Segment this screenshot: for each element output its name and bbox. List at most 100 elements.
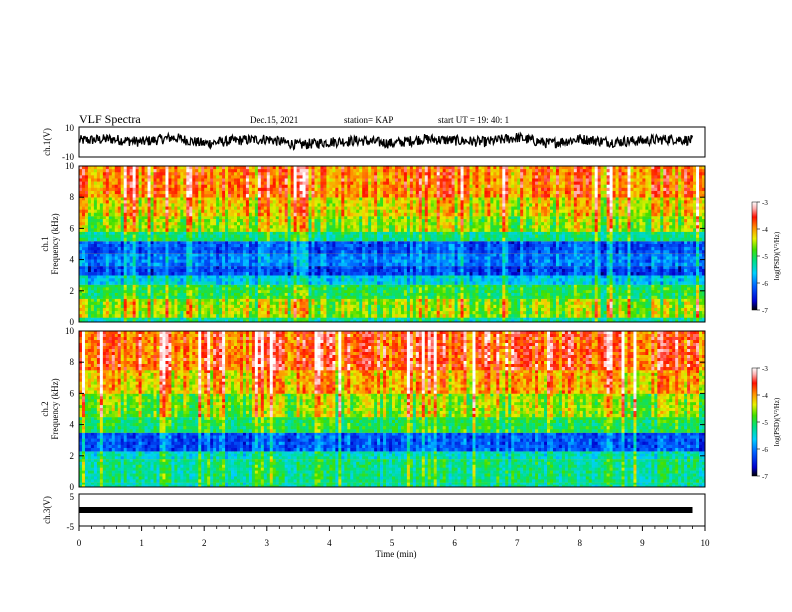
spectrogram-cell [645, 256, 649, 260]
spectrogram-cell [445, 259, 449, 264]
spectrogram-cell [93, 268, 98, 273]
spectrogram-cell [472, 278, 476, 282]
spectrogram-cell [693, 311, 697, 315]
spectrogram-cell [636, 307, 640, 312]
spectrogram-cell [412, 278, 417, 282]
spectrogram-cell [329, 307, 333, 312]
spectrogram-cell [591, 304, 595, 309]
spectrogram-cell [108, 298, 113, 303]
spectrogram-cell [269, 319, 274, 323]
spectrogram-cell [380, 259, 384, 264]
spectrogram-cell [347, 253, 351, 257]
spectrogram-cell [633, 298, 637, 303]
spectrogram-cell [341, 265, 345, 270]
spectrogram-cell [326, 240, 330, 245]
spectrogram-cell [365, 287, 369, 291]
spectrogram-cell [308, 287, 312, 291]
spectrogram-cell [567, 311, 572, 315]
spectrogram-cell [496, 287, 500, 291]
spectrogram-cell [296, 317, 300, 320]
spectrogram-cell [180, 265, 184, 270]
spectrogram-cell [111, 319, 116, 323]
spectrogram-cell [389, 319, 393, 323]
spectrogram-cell [669, 275, 673, 279]
spectrogram-cell [445, 317, 449, 320]
spectrogram-cell [618, 307, 622, 312]
spectrogram-cell [144, 268, 148, 273]
spectrogram-cell [290, 317, 294, 320]
spectrogram-cell [505, 278, 509, 282]
spectrogram-cell [397, 314, 402, 318]
spectrogram-cell [406, 272, 411, 276]
spectrogram-cell [105, 304, 110, 309]
spectrogram-cell [702, 256, 706, 260]
spectrogram-cell [672, 256, 676, 260]
spectrogram-cell [615, 301, 619, 306]
spectrogram-cell [654, 281, 658, 285]
spectrogram-cell [597, 298, 601, 303]
spectrogram-cell [591, 259, 595, 264]
spectrogram-cell [636, 272, 640, 276]
spectrogram-cell [365, 314, 369, 318]
spectrogram-cell [138, 275, 142, 279]
spectrogram-cell [496, 275, 500, 279]
spectrogram-cell [159, 256, 163, 260]
spectrogram-cell [129, 292, 133, 297]
spectrogram-cell [549, 307, 554, 312]
spectrogram-cell [657, 281, 661, 285]
spectrogram-cell [544, 307, 548, 312]
spectrogram-cell [487, 284, 491, 288]
spectrogram-cell [484, 284, 488, 288]
spectrogram-cell [499, 295, 503, 299]
spectrogram-cell [436, 301, 440, 306]
spectrogram-cell [639, 284, 643, 288]
spectrogram-cell [478, 314, 482, 318]
spectrogram-cell [618, 292, 622, 297]
spectrogram-cell [177, 253, 181, 257]
spectrogram-cell [699, 259, 703, 264]
spectrogram-cell [174, 262, 178, 267]
spectrogram-cell [499, 272, 503, 276]
spectrogram-cell [663, 268, 667, 273]
spectrogram-cell [108, 259, 113, 264]
spectrogram-cell [79, 319, 83, 323]
spectrogram-cell [448, 268, 452, 273]
spectrogram-cell [430, 253, 435, 257]
spectrogram-cell [627, 253, 631, 257]
spectrogram-cell [558, 284, 563, 288]
spectrogram-cell [487, 287, 491, 291]
spectrogram-cell [87, 256, 92, 260]
spectrogram-cell [84, 298, 89, 303]
spectrogram-cell [305, 317, 309, 320]
spectrogram-cell [460, 298, 464, 303]
spectrogram-cell [406, 262, 411, 267]
spectrogram-cell [392, 314, 396, 318]
spectrogram-cell [541, 284, 545, 288]
spectrogram-cell [144, 292, 148, 297]
spectrogram-cell [484, 262, 488, 267]
spectrogram-cell [213, 295, 217, 299]
spectrogram-cell [278, 268, 282, 273]
spectrogram-cell [427, 268, 432, 273]
spectrogram-cell [359, 307, 363, 312]
spectrogram-cell [171, 301, 175, 306]
spectrogram-cell [362, 292, 366, 297]
spectrogram-cell [693, 253, 697, 257]
spectrogram-cell [150, 290, 154, 294]
spectrogram-cell [496, 319, 500, 323]
spectrogram-cell [573, 319, 578, 323]
spectrogram-cell [239, 317, 244, 320]
spectrogram-cell [236, 253, 241, 257]
spectrogram-cell [132, 319, 136, 323]
spectrogram-cell [392, 268, 396, 273]
spectrogram-cell [344, 281, 348, 285]
spectrogram-cell [421, 262, 426, 267]
spectrogram-cell [278, 311, 282, 315]
spectrogram-cell [439, 272, 443, 276]
spectrogram-cell [654, 301, 658, 306]
spectrogram-cell [278, 295, 282, 299]
spectrogram-cell [511, 278, 515, 282]
spectrogram-cell [305, 314, 309, 318]
spectrogram-cell [272, 275, 277, 279]
spectrogram-cell [365, 268, 369, 273]
